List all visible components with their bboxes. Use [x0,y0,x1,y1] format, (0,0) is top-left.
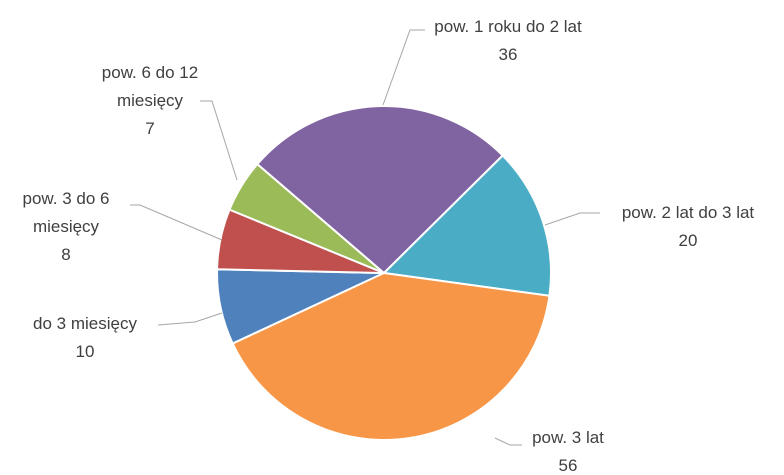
category-label: pow. 6 do 12 miesięcy [101,63,199,110]
data-label: do 3 miesięcy 10 [5,310,165,366]
category-label: pow. 2 lat do 3 lat [621,203,755,222]
category-label: pow. 3 do 6 miesięcy [22,189,110,236]
pie-slice [381,154,552,297]
leader-line [494,437,522,446]
value-label: 10 [75,342,95,361]
value-label: 8 [61,245,71,264]
leader-line [130,204,223,241]
data-label: pow. 3 do 6 miesięcy 8 [9,185,124,269]
data-label: pow. 3 lat 56 [508,424,628,475]
category-label: pow. 1 roku do 2 lat [434,17,582,36]
data-label: pow. 2 lat do 3 lat 20 [601,199,776,255]
leader-line [157,312,223,326]
leader-line [200,100,238,181]
leader-line [382,29,425,106]
leader-line [544,212,600,226]
value-label: 7 [145,119,155,138]
category-label: pow. 3 lat [532,428,604,447]
data-label: pow. 1 roku do 2 lat 36 [421,13,596,69]
data-label: pow. 6 do 12 miesięcy 7 [85,59,215,143]
value-label: 20 [678,231,698,250]
value-label: 36 [498,45,518,64]
pie-slice [255,105,505,275]
category-label: do 3 miesięcy [33,314,137,333]
pie-slice [231,271,551,441]
value-label: 56 [558,456,578,475]
